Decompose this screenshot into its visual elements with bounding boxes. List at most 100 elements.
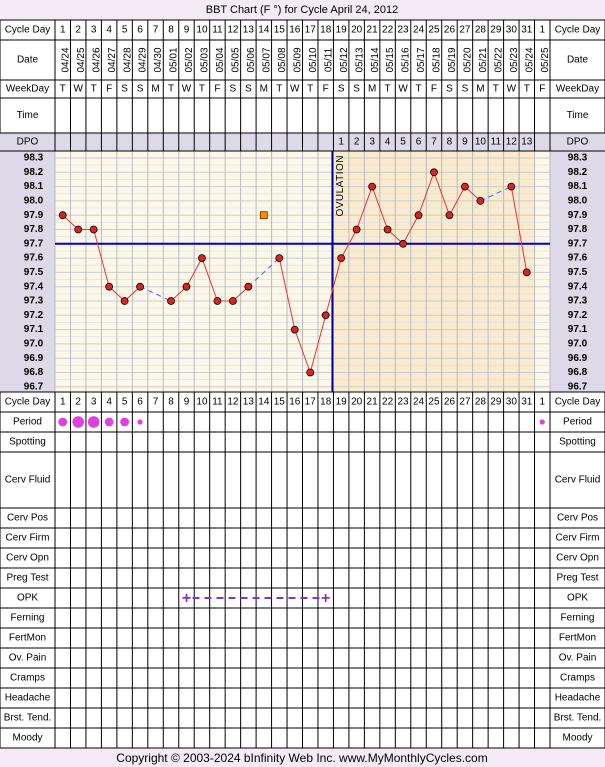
row-label-left-cerv-opn: Cerv Opn: [6, 553, 49, 564]
period-dot: [539, 419, 545, 425]
row-label-right-cramps: Cramps: [560, 673, 595, 684]
row-label-right-fertmon: FertMon: [559, 633, 596, 644]
cycle-day-label: 15: [274, 25, 286, 36]
row-label-left-fertmon: FertMon: [9, 633, 46, 644]
y-tick-label-left: 97.7: [24, 238, 44, 249]
cycle-day-label: 18: [320, 397, 332, 408]
period-dot: [58, 417, 68, 427]
period-dot: [120, 417, 130, 427]
row-label-left-cerv-pos: Cerv Pos: [7, 513, 48, 524]
row-label-left-headache: Headache: [5, 693, 51, 704]
cycle-day-label: 30: [506, 25, 518, 36]
cycle-day-label: 2: [75, 397, 81, 408]
weekday-label: F: [431, 84, 437, 95]
row-label-right-time: Time: [567, 110, 589, 121]
y-tick-label-left: 97.8: [24, 224, 44, 235]
temp-point: [430, 168, 438, 177]
temp-line-segment: [186, 257, 203, 287]
cycle-day-label: 9: [184, 397, 190, 408]
temp-point: [89, 225, 98, 234]
temp-line-segment: [356, 186, 373, 230]
cycle-day-label: 31: [521, 25, 533, 36]
row-label-left-moody: Moody: [12, 733, 42, 744]
y-tick-label-right: 97.5: [568, 267, 588, 278]
row-label-right-weekday: WeekDay: [556, 84, 599, 95]
chart-title: BBT Chart (F °) for Cycle April 24, 2012: [206, 4, 399, 16]
dpo-label: 6: [416, 137, 422, 148]
footer-text: Copyright © 2003-2024 bInfinity Web Inc.…: [116, 751, 487, 765]
temp-point: [461, 182, 469, 191]
temp-point: [58, 211, 67, 220]
weekday-label: T: [385, 84, 391, 95]
label-layer: Cycle Day Cycle Day Date Date WeekDay WeekDay…: [4, 25, 602, 744]
y-tick-label-left: 96.8: [24, 367, 44, 378]
cycle-day-label: 5: [122, 397, 128, 408]
temp-line-segment: [340, 229, 358, 259]
cycle-day-label: 22: [382, 25, 394, 36]
temp-point: [198, 254, 206, 263]
date-label: 04/27: [107, 47, 118, 72]
temp-point: [213, 297, 222, 305]
row-label-left-cycle-day: Cycle Day: [5, 25, 51, 36]
temp-point: [290, 325, 299, 334]
temp-point: [105, 282, 114, 291]
temp-line-segment: [294, 329, 311, 373]
row-label-right-dpo: DPO: [567, 137, 589, 148]
cycle-day-label: 3: [91, 397, 97, 408]
cycle-day-label: 26: [444, 397, 456, 408]
cycle-day-label: 4: [106, 25, 112, 36]
y-tick-label-right: 97.4: [568, 281, 588, 292]
temp-point: [476, 196, 485, 205]
date-label: 05/21: [478, 47, 489, 72]
y-tick-label-right: 97.6: [568, 253, 588, 264]
date-label: 04/29: [138, 47, 149, 72]
temp-line-segment: [93, 229, 110, 287]
temp-point: [306, 368, 315, 377]
temp-point: [182, 282, 191, 291]
cycle-day-label: 27: [459, 25, 471, 36]
cycle-day-label: 14: [258, 25, 270, 36]
row-label-right-moody: Moody: [562, 733, 592, 744]
dpo-label: 2: [354, 137, 360, 148]
date-label: 05/11: [323, 47, 334, 72]
cycle-day-label: 9: [184, 25, 190, 36]
cycle-day-label: 11: [212, 25, 223, 36]
weekday-label: W: [507, 84, 517, 95]
temp-point: [136, 282, 144, 291]
period-dot: [72, 416, 85, 428]
cycle-day-label: 28: [475, 397, 487, 408]
dpo-label: 5: [400, 137, 406, 148]
cycle-day-label: 12: [227, 397, 239, 408]
cycle-day-label: 27: [459, 397, 471, 408]
weekday-label: F: [214, 84, 220, 95]
cycle-day-label: 13: [243, 397, 255, 408]
temp-line-segment: [402, 214, 419, 245]
date-label: 05/18: [432, 47, 443, 72]
row-label-right-opk: OPK: [567, 593, 588, 604]
cycle-day-label: 4: [106, 397, 112, 408]
cycle-day-label: 29: [490, 397, 502, 408]
date-label: 05/02: [184, 47, 195, 72]
y-tick-label-right: 97.0: [568, 339, 588, 350]
date-label: 05/04: [215, 47, 226, 72]
date-label: 04/30: [153, 47, 164, 72]
weekday-label: S: [137, 84, 144, 95]
temp-line-segment: [201, 257, 218, 302]
cycle-day-label: 20: [351, 25, 363, 36]
cycle-day-label: 7: [153, 397, 159, 408]
y-tick-label-right: 98.3: [568, 153, 588, 164]
cycle-day-label: 8: [168, 25, 174, 36]
row-label-right-cycle-day: Cycle Day: [555, 397, 601, 408]
cycle-day-label: 31: [521, 397, 533, 408]
cycle-day-label: 1: [539, 25, 545, 36]
temp-point: [414, 211, 423, 220]
date-label: 05/12: [339, 47, 350, 72]
cycle-day-label: 1: [60, 397, 66, 408]
cycle-day-label: 12: [227, 25, 239, 36]
y-tick-label-left: 97.3: [24, 296, 44, 307]
row-label-right-cerv-firm: Cerv Firm: [556, 533, 600, 544]
row-label-right-date: Date: [567, 55, 589, 66]
temp-point: [383, 225, 392, 234]
row-label-right-headache: Headache: [555, 693, 601, 704]
